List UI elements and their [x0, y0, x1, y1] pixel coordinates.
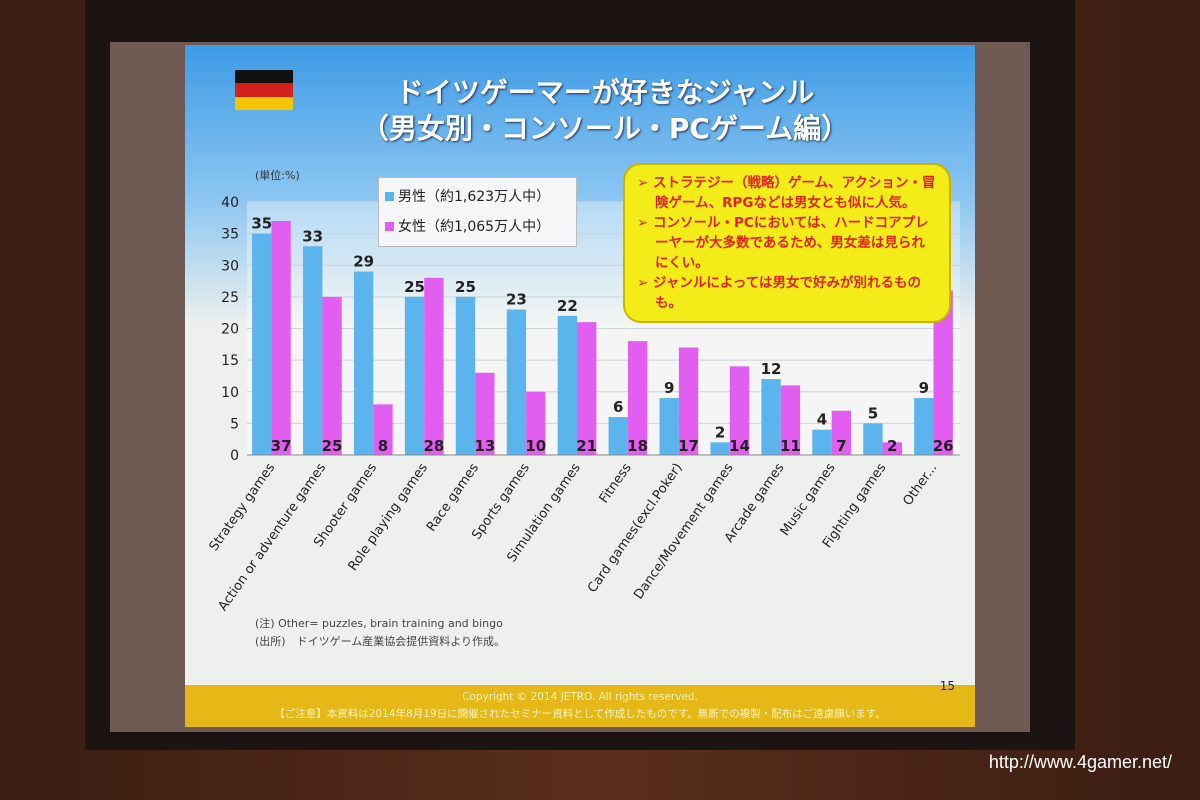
footnote-other: (注) Other= puzzles, brain training and b… [255, 617, 503, 630]
bar-male [710, 442, 730, 455]
copyright-text: Copyright © 2014 JETRO. All rights reser… [462, 691, 698, 703]
bar-female [678, 347, 699, 455]
callout-point: ➢ ジャンルによっては男女で好みが別れるものも。 [637, 275, 921, 311]
bar-female [424, 277, 444, 455]
data-label-male: 29 [353, 253, 374, 271]
y-tick-label: 15 [221, 353, 239, 369]
data-label-male: 12 [761, 360, 782, 378]
data-label-male: 9 [664, 379, 674, 397]
x-tick-label: Other... [900, 461, 940, 509]
y-tick-label: 35 [221, 227, 239, 243]
legend-item-female: 女性（約1,065万人中） [385, 212, 570, 242]
bar-male [506, 309, 527, 455]
data-label-female: 8 [378, 437, 388, 455]
y-tick-label: 40 [221, 195, 239, 211]
data-label-female: 10 [525, 437, 546, 455]
legend-swatch-female [385, 222, 394, 231]
data-label-male: 35 [251, 215, 272, 233]
x-tick-label: Music games [778, 461, 839, 539]
disclaimer-text: 【ご注意】本資料は2014年8月19日に開催されたセミナー資料として作成したもの… [274, 708, 886, 720]
footnotes: (注) Other= puzzles, brain training and b… [255, 615, 505, 651]
y-tick-label: 25 [221, 290, 239, 306]
bar-male [761, 379, 781, 455]
legend-item-male: 男性（約1,623万人中） [385, 182, 570, 212]
bar-female [373, 404, 393, 455]
bar-male [863, 423, 883, 455]
bar-female [780, 385, 801, 455]
callout-point: ➢ ストラテジー（戦略）ゲーム、アクション・冒険ゲーム、RPGなどは男女とも似に… [637, 175, 936, 211]
bar-male [404, 296, 425, 455]
data-label-male: 2 [715, 423, 725, 441]
bar-male [659, 398, 679, 455]
legend-label-male: 男性（約1,623万人中） [398, 189, 551, 205]
bar-female [322, 296, 342, 455]
bar-male [608, 417, 628, 455]
footnote-source: (出所) ドイツゲーム産業協会提供資料より作成。 [255, 635, 506, 648]
data-label-female: 25 [322, 437, 343, 455]
callout-point: ➢ コンソール・PCにおいては、ハードコアプレーヤーが大多数であるため、男女差は… [637, 215, 929, 271]
bar-female [577, 322, 597, 455]
title-line-1: ドイツゲーマーが好きなジャンル [395, 76, 815, 109]
bar-male [353, 271, 374, 455]
unit-label: (単位:%) [255, 169, 300, 182]
bar-male [455, 296, 476, 455]
y-tick-label: 5 [230, 416, 239, 432]
data-label-female: 21 [576, 437, 597, 455]
data-label-male: 9 [919, 379, 929, 397]
bar-male [914, 398, 934, 455]
bar-male [812, 429, 832, 455]
data-label-female: 11 [780, 437, 801, 455]
data-label-male: 33 [302, 227, 323, 245]
x-tick-label: Fitness [597, 461, 635, 507]
data-label-male: 25 [404, 278, 425, 296]
bar-male [252, 233, 272, 455]
bar-female [831, 410, 852, 455]
data-label-female: 14 [729, 437, 750, 455]
data-label-female: 18 [627, 437, 648, 455]
bar-female [933, 290, 953, 455]
data-label-female: 17 [678, 437, 699, 455]
data-label-female: 26 [933, 437, 954, 455]
chart-legend: 男性（約1,623万人中） 女性（約1,065万人中） [378, 177, 577, 247]
data-label-male: 25 [455, 278, 476, 296]
x-tick-label: Race games [424, 461, 482, 535]
slide-title: ドイツゲーマーが好きなジャンル （男女別・コンソール・PCゲーム編） [325, 75, 885, 147]
bar-female [627, 341, 648, 455]
bar-male [303, 246, 323, 455]
data-label-male: 5 [868, 404, 878, 422]
legend-swatch-male [385, 192, 394, 201]
title-line-2: （男女別・コンソール・PCゲーム編） [360, 112, 850, 145]
data-label-female: 13 [474, 437, 495, 455]
bar-female [729, 366, 750, 455]
data-label-male: 4 [817, 411, 827, 429]
y-tick-label: 10 [221, 385, 239, 401]
x-tick-label: Card games(excl.Poker) [585, 461, 686, 596]
x-tick-label: Dance/Movement games [631, 461, 737, 603]
y-tick-label: 20 [221, 322, 239, 338]
german-flag-icon [235, 70, 293, 110]
bar-female [271, 220, 291, 455]
bar-female [475, 372, 495, 455]
data-label-male: 6 [613, 398, 623, 416]
callout-box: ➢ ストラテジー（戦略）ゲーム、アクション・冒険ゲーム、RPGなどは男女とも似に… [623, 163, 951, 323]
slide-footer: Copyright © 2014 JETRO. All rights reser… [185, 685, 975, 727]
data-label-female: 7 [836, 437, 846, 455]
data-label-female: 2 [887, 437, 897, 455]
y-tick-label: 0 [230, 448, 239, 464]
data-label-female: 37 [271, 437, 292, 455]
data-label-male: 23 [506, 291, 527, 309]
data-label-male: 22 [557, 297, 578, 315]
bar-male [557, 315, 578, 455]
y-tick-label: 30 [221, 258, 239, 274]
legend-label-female: 女性（約1,065万人中） [398, 219, 551, 235]
slide: ドイツゲーマーが好きなジャンル （男女別・コンソール・PCゲーム編） 0 5 10 15… [185, 45, 975, 727]
data-label-female: 28 [423, 437, 444, 455]
bar-female [882, 442, 902, 455]
page-number: 15 [939, 679, 955, 693]
bar-female [526, 391, 546, 455]
x-tick-label: Action or adventure games [216, 461, 330, 614]
watermark-url: http://www.4gamer.net/ [988, 752, 1172, 772]
